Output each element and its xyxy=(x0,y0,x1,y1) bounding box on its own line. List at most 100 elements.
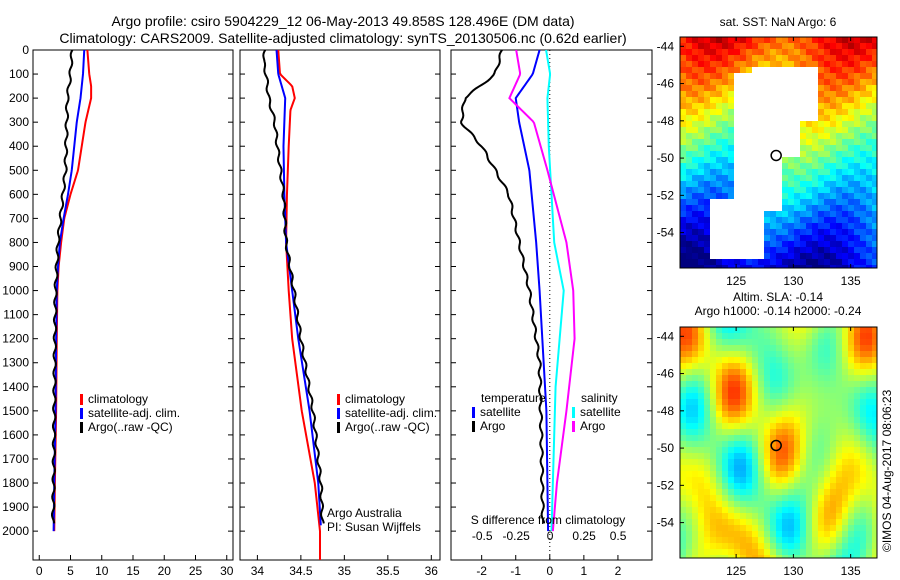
map-cell xyxy=(824,199,830,205)
map-cell xyxy=(806,211,812,217)
map-cell xyxy=(800,423,806,429)
map-cell xyxy=(812,411,818,417)
map-cell xyxy=(746,549,752,555)
map-cell xyxy=(770,151,776,157)
map-cell xyxy=(734,537,740,543)
map-cell xyxy=(842,247,848,253)
map-cell xyxy=(692,351,698,357)
map-cell xyxy=(680,91,686,97)
map-cell xyxy=(794,531,800,537)
map-cell xyxy=(824,247,830,253)
map-cell xyxy=(782,555,788,558)
map-cell xyxy=(740,199,746,205)
map-cell xyxy=(818,555,824,558)
map-cell xyxy=(818,211,824,217)
legend-swatch xyxy=(472,421,475,432)
map-cell xyxy=(764,525,770,531)
map-cell xyxy=(860,253,866,259)
map-cell xyxy=(866,115,872,121)
map-cell xyxy=(680,381,686,387)
map-cell xyxy=(806,193,812,199)
map-x-tick-label: 125 xyxy=(726,274,746,288)
map-cell xyxy=(848,241,854,247)
map-cell xyxy=(788,175,794,181)
map-cell xyxy=(752,429,758,435)
map-cell xyxy=(680,525,686,531)
map-cell xyxy=(866,61,872,67)
map-cell xyxy=(752,91,758,97)
map-cell xyxy=(800,247,806,253)
map-cell xyxy=(716,507,722,513)
map-cell xyxy=(710,121,716,127)
map-cell xyxy=(770,435,776,441)
map-cell xyxy=(698,513,704,519)
map-cell xyxy=(866,103,872,109)
map-cell xyxy=(710,169,716,175)
map-cell xyxy=(752,399,758,405)
map-cell xyxy=(710,91,716,97)
map-cell xyxy=(860,429,866,435)
map-cell xyxy=(764,477,770,483)
map-cell xyxy=(710,259,716,265)
map-cell xyxy=(746,55,752,61)
map-cell xyxy=(746,477,752,483)
map-cell xyxy=(782,199,788,205)
map-cell xyxy=(770,127,776,133)
map-cell xyxy=(782,417,788,423)
map-cell xyxy=(752,483,758,489)
map-cell xyxy=(812,67,818,73)
map-cell xyxy=(722,441,728,447)
map-cell xyxy=(818,145,824,151)
map-cell xyxy=(824,115,830,121)
map-cell xyxy=(770,259,776,265)
map-cell xyxy=(728,151,734,157)
map-cell xyxy=(866,327,872,333)
map-cell xyxy=(824,351,830,357)
map-cell xyxy=(722,417,728,423)
map-cell xyxy=(842,115,848,121)
map-cell xyxy=(794,199,800,205)
map-cell xyxy=(872,339,877,345)
map-cell xyxy=(740,73,746,79)
map-cell xyxy=(836,525,842,531)
map-cell xyxy=(776,145,782,151)
map-cell xyxy=(848,549,854,555)
map-cell xyxy=(866,489,872,495)
map-cell xyxy=(836,483,842,489)
map-cell xyxy=(746,489,752,495)
map-cell xyxy=(740,217,746,223)
map-cell xyxy=(692,483,698,489)
map-cell xyxy=(692,121,698,127)
map-cell xyxy=(848,483,854,489)
map-cell xyxy=(752,73,758,79)
map-cell xyxy=(860,145,866,151)
map-cell xyxy=(686,525,692,531)
map-cell xyxy=(728,241,734,247)
map-cell xyxy=(770,339,776,345)
map-cell xyxy=(734,501,740,507)
map-cell xyxy=(866,465,872,471)
map-cell xyxy=(758,187,764,193)
map-cell xyxy=(698,151,704,157)
map-cell xyxy=(770,363,776,369)
map-cell xyxy=(764,223,770,229)
map-cell xyxy=(824,265,830,268)
map-cell xyxy=(716,381,722,387)
map-cell xyxy=(830,265,836,268)
map-cell xyxy=(854,333,860,339)
map-cell xyxy=(740,103,746,109)
map-cell xyxy=(740,369,746,375)
map-cell xyxy=(824,381,830,387)
map-cell xyxy=(806,163,812,169)
map-cell xyxy=(704,175,710,181)
map-cell xyxy=(776,151,782,157)
map-cell xyxy=(824,223,830,229)
map-cell xyxy=(722,375,728,381)
map-cell xyxy=(854,91,860,97)
map-cell xyxy=(872,49,877,55)
map-cell xyxy=(800,91,806,97)
map-cell xyxy=(872,247,877,253)
map-cell xyxy=(824,417,830,423)
map-cell xyxy=(728,477,734,483)
map-cell xyxy=(860,423,866,429)
